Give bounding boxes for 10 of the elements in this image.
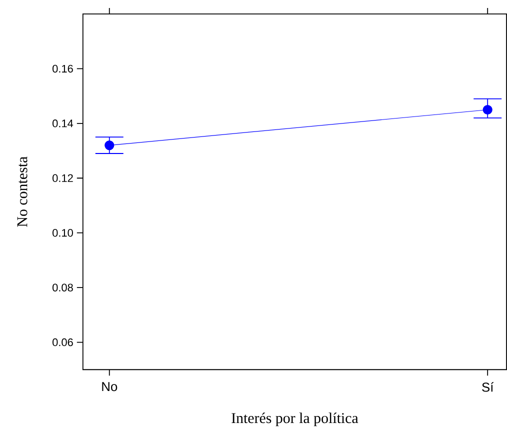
x-axis-title: Interés por la política bbox=[232, 412, 358, 426]
y-axis-title: No contesta bbox=[17, 156, 28, 228]
y-tick-label: 0.14 bbox=[52, 120, 74, 128]
y-tick-label: 0.10 bbox=[52, 229, 73, 237]
x-tick-label: Sí bbox=[482, 382, 494, 392]
x-tick-label: No bbox=[102, 382, 118, 392]
y-tick-label: 0.08 bbox=[52, 284, 73, 292]
y-tick-label: 0.12 bbox=[52, 174, 73, 182]
y-tick-label: 0.16 bbox=[52, 65, 73, 73]
y-tick-label: 0.06 bbox=[52, 338, 73, 346]
